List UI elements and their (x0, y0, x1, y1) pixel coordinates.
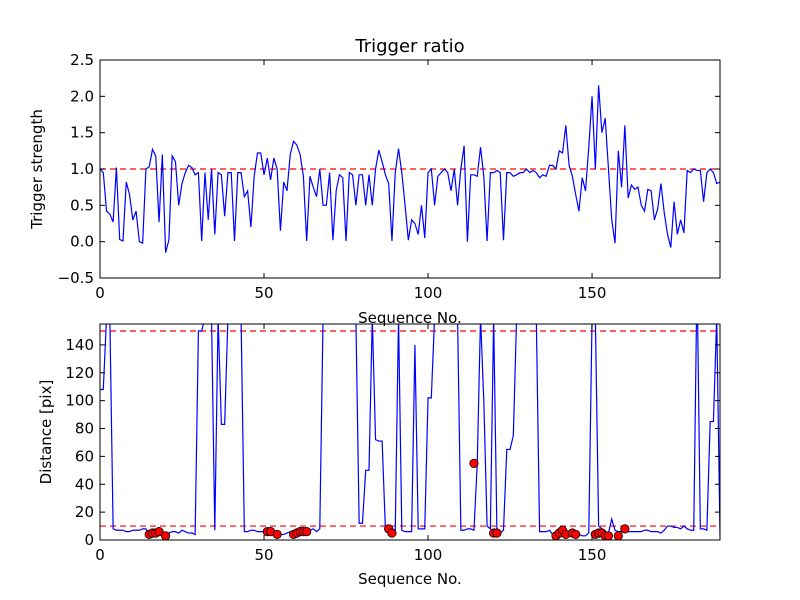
subplot-trigger-ratio: Trigger ratio 0 50 100 150 −0.5 0.0 0.5 1.0 1.5 2… (28, 36, 721, 327)
y-tick-label: 0.0 (70, 233, 94, 251)
data-point-marker (272, 529, 282, 540)
chart-title: Trigger ratio (354, 36, 464, 57)
y-tick-label: 0.5 (70, 196, 94, 214)
y-tick-label: 1.0 (70, 160, 94, 178)
y-tick-label: 20 (75, 503, 94, 521)
x-tick-label: 100 (414, 284, 443, 302)
data-point-marker (571, 529, 581, 540)
x-axis-label: Sequence No. (358, 570, 462, 588)
data-point-marker (154, 527, 164, 537)
data-point-marker (302, 527, 312, 537)
x-tick-label: 150 (578, 546, 607, 564)
y-axis-label: Distance [pix] (37, 380, 55, 485)
x-tick-label: 50 (254, 546, 273, 564)
y-tick-label: 60 (75, 447, 94, 465)
series-line (100, 85, 720, 253)
subplot-distance: 0 50 100 150 0 20 40 60 80 100 120 140 Sequence No.… (37, 323, 721, 588)
x-tick-label: 150 (578, 284, 607, 302)
x-tick-label: 50 (254, 284, 273, 302)
y-tick-label: 80 (75, 420, 94, 438)
data-point-marker (492, 528, 502, 538)
data-point-marker (161, 531, 171, 540)
data-point-marker (603, 531, 614, 540)
y-tick-label: 0 (84, 531, 94, 549)
y-tick-label: 2.0 (70, 87, 94, 105)
x-tick-label: 0 (95, 284, 105, 302)
data-point-marker (469, 458, 479, 468)
y-tick-label: 1.5 (70, 124, 94, 142)
plot-frame (99, 323, 721, 541)
data-point-marker (387, 528, 397, 538)
y-tick-label: 100 (65, 392, 94, 410)
y-tick-label: 140 (65, 336, 94, 354)
y-tick-label: 2.5 (70, 51, 94, 69)
y-tick-label: 120 (65, 364, 94, 382)
data-point-marker (620, 524, 630, 534)
x-axis-label: Sequence No. (358, 309, 462, 327)
x-tick-label: 100 (414, 546, 443, 564)
x-tick-label: 0 (95, 546, 105, 564)
data-point-marker (613, 531, 623, 540)
y-tick-label: −0.5 (58, 269, 94, 287)
y-tick-label: 40 (75, 475, 94, 493)
y-axis-label: Trigger strength (28, 109, 46, 230)
